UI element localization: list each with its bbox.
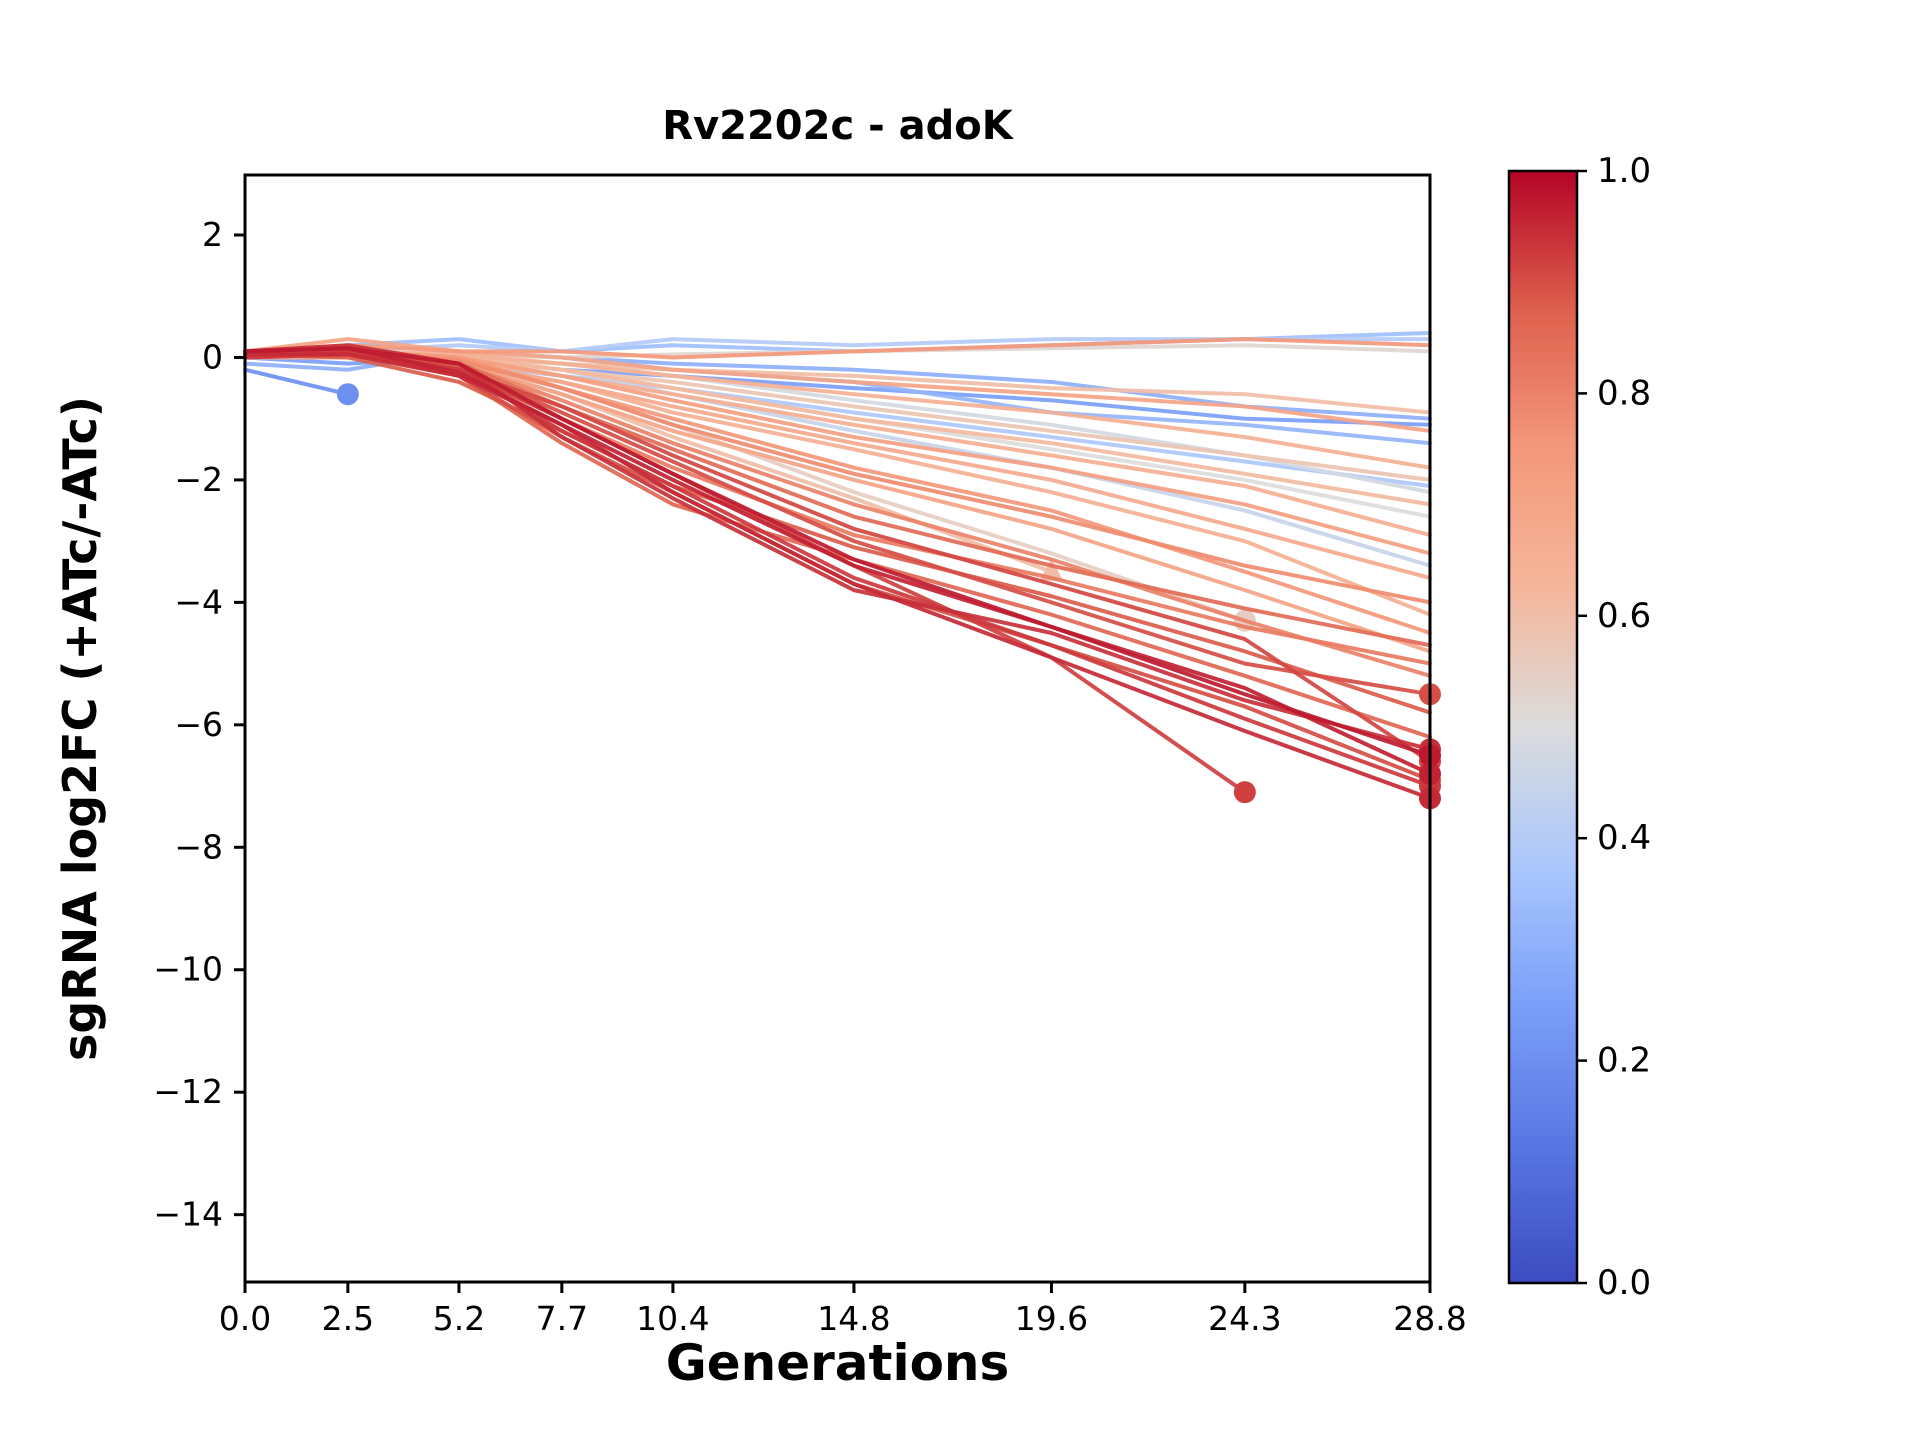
y-tick-label: −8 [174,827,223,866]
colorbar-tick-label: 0.4 [1597,818,1651,858]
series-line [243,367,350,397]
y-tick-label: −12 [153,1072,223,1111]
series-line [243,352,1432,801]
y-tick-label: −14 [153,1195,223,1234]
x-tick-label: 24.3 [1208,1299,1281,1338]
series-line [243,337,1432,433]
colorbar-tick-label: 1.0 [1597,151,1651,191]
series-end-marker [336,383,359,406]
colorbar-tick-label: 0.8 [1597,373,1651,413]
colorbar-frame [1507,169,1579,1285]
colorbar-tick-label: 0.6 [1597,596,1651,636]
y-tick-label: −10 [153,950,223,989]
colorbar-tick-label: 0.0 [1597,1263,1651,1303]
x-tick-label: 28.8 [1393,1299,1466,1338]
x-tick-label: 5.2 [433,1299,485,1338]
x-tick-label: 19.6 [1015,1299,1088,1338]
x-tick-label: 2.5 [322,1299,374,1338]
series-line [243,343,1432,752]
y-tick-label: −4 [174,582,223,621]
x-axis-label: Generations [665,1334,1010,1392]
series-line [243,337,1432,354]
y-tick-label: −6 [174,705,223,744]
series-line [243,352,1247,623]
x-tick-label: 14.8 [817,1299,890,1338]
chart-title: Rv2202c - adoK [662,103,1013,149]
colorbar [1509,171,1577,1283]
y-tick-label: 2 [202,215,223,254]
series-end-marker [1233,781,1256,804]
series-line [243,346,1432,758]
y-tick-label: 0 [202,337,223,376]
series-line [243,337,1432,360]
x-tick-label: 10.4 [636,1299,709,1338]
x-tick-label: 7.7 [536,1299,588,1338]
colorbar-tick-label: 0.2 [1597,1041,1651,1081]
series-line [243,346,1432,776]
y-tick-label: −2 [174,460,223,499]
x-tick-label: 0.0 [219,1299,271,1338]
plot-frame [243,173,1432,1284]
